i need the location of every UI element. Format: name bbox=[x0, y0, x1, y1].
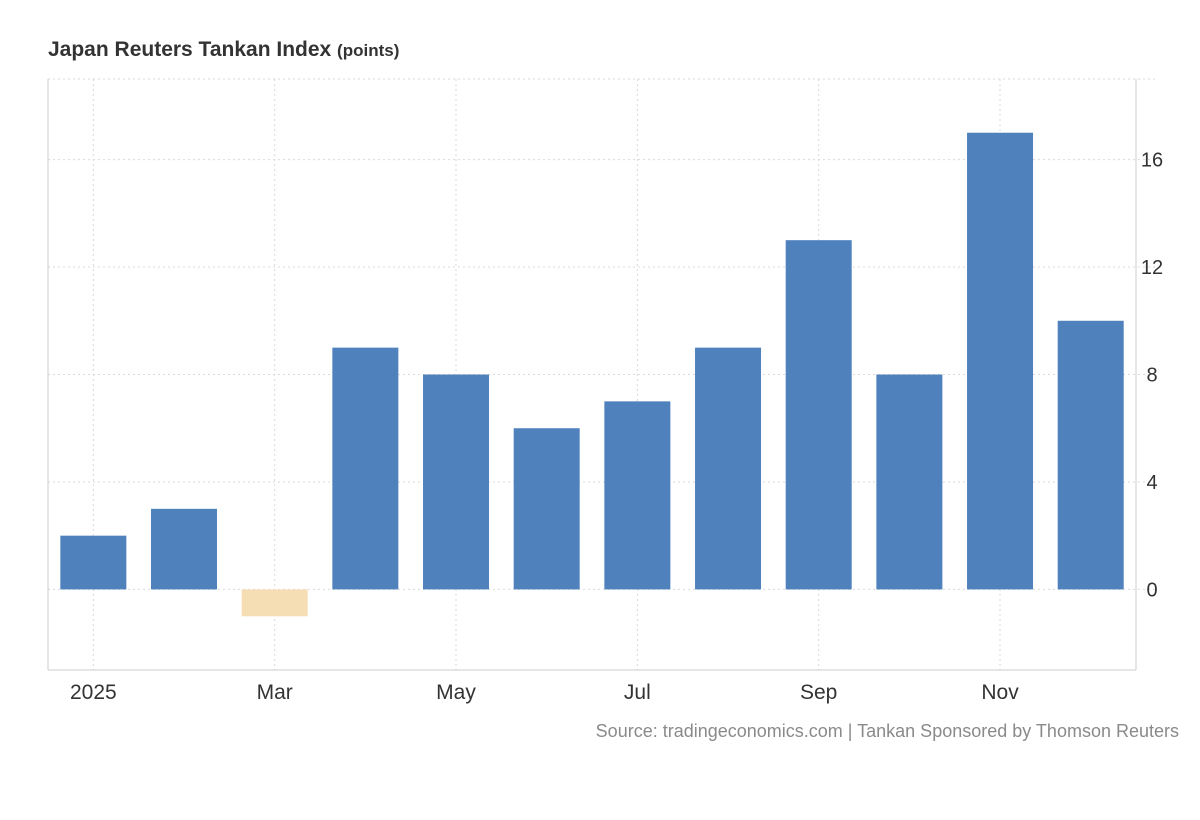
bar-nov-2025[interactable] bbox=[967, 132, 1034, 590]
bar-sep-2025[interactable] bbox=[785, 240, 852, 590]
x-tick-label: May bbox=[436, 681, 476, 704]
chart-unit: (points) bbox=[337, 41, 400, 60]
chart-title: Japan Reuters Tankan Index bbox=[48, 38, 332, 61]
chart-title-block: Japan Reuters Tankan Index (points) bbox=[48, 38, 399, 62]
y-tick-label: 16 bbox=[1141, 150, 1163, 172]
source-note: Source: tradingeconomics.com | Tankan Sp… bbox=[595, 721, 1179, 741]
bar-apr-2025[interactable] bbox=[332, 347, 399, 590]
bar-mar-2025[interactable] bbox=[241, 589, 308, 617]
bar-may-2025[interactable] bbox=[423, 374, 490, 590]
x-tick-label: Jul bbox=[624, 681, 651, 704]
x-tick-label: Mar bbox=[257, 681, 293, 704]
x-tick-label: Nov bbox=[981, 681, 1019, 704]
bars bbox=[60, 132, 1124, 617]
tick-labels: 0 4 8 12 16 2025 Mar May Jul Sep Nov bbox=[70, 150, 1163, 704]
bar-oct-2025[interactable] bbox=[876, 374, 943, 590]
x-tick-label: Sep bbox=[800, 681, 837, 704]
y-tick-label: 0 bbox=[1146, 579, 1157, 601]
bar-feb-2025[interactable] bbox=[151, 508, 218, 590]
bar-jan-2025[interactable] bbox=[60, 535, 127, 590]
bar-aug-2025[interactable] bbox=[695, 347, 762, 590]
y-tick-label: 4 bbox=[1146, 472, 1157, 494]
axes bbox=[47, 79, 1137, 671]
y-tick-label: 12 bbox=[1141, 257, 1163, 279]
x-tick-label: 2025 bbox=[70, 681, 117, 704]
bar-jun-2025[interactable] bbox=[513, 428, 580, 590]
bar-dec-2025[interactable] bbox=[1057, 320, 1124, 590]
y-tick-label: 8 bbox=[1146, 365, 1157, 387]
bar-jul-2025[interactable] bbox=[604, 401, 671, 590]
